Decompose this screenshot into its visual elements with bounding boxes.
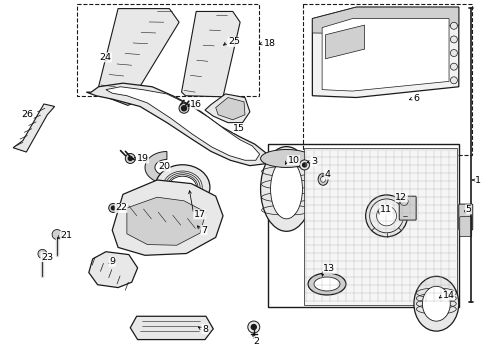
Text: 8: 8 — [202, 325, 208, 334]
Polygon shape — [130, 316, 213, 339]
Polygon shape — [312, 7, 459, 98]
Text: 15: 15 — [233, 123, 245, 132]
Polygon shape — [112, 180, 223, 255]
Circle shape — [450, 63, 457, 70]
Ellipse shape — [314, 277, 340, 291]
Text: 26: 26 — [22, 110, 33, 119]
Ellipse shape — [369, 199, 403, 233]
Polygon shape — [312, 7, 459, 34]
Text: 4: 4 — [324, 170, 330, 179]
Circle shape — [302, 163, 307, 167]
Circle shape — [248, 321, 260, 333]
FancyBboxPatch shape — [460, 217, 472, 237]
Circle shape — [111, 206, 115, 210]
Polygon shape — [216, 98, 245, 120]
Ellipse shape — [366, 195, 408, 237]
Polygon shape — [325, 25, 365, 59]
Ellipse shape — [318, 173, 328, 185]
Circle shape — [38, 249, 47, 258]
Polygon shape — [145, 152, 167, 183]
Circle shape — [128, 157, 132, 161]
Bar — [76, 4, 259, 96]
Polygon shape — [205, 94, 250, 123]
Polygon shape — [322, 19, 449, 91]
Polygon shape — [107, 85, 138, 105]
Text: 9: 9 — [109, 257, 115, 266]
Text: 1: 1 — [475, 176, 481, 185]
Ellipse shape — [155, 165, 210, 210]
Text: 3: 3 — [311, 157, 317, 166]
Text: 21: 21 — [60, 231, 73, 240]
Text: 11: 11 — [380, 205, 392, 214]
Ellipse shape — [261, 147, 313, 231]
Text: 13: 13 — [323, 265, 335, 274]
Circle shape — [125, 153, 135, 163]
Circle shape — [179, 103, 189, 113]
Polygon shape — [304, 148, 457, 305]
Polygon shape — [89, 252, 138, 288]
Polygon shape — [182, 12, 240, 97]
Ellipse shape — [270, 159, 302, 219]
Text: 12: 12 — [395, 193, 407, 202]
Text: 24: 24 — [99, 53, 112, 62]
Text: 7: 7 — [201, 226, 207, 235]
Text: 23: 23 — [41, 253, 53, 262]
Ellipse shape — [377, 206, 396, 226]
Text: 20: 20 — [158, 162, 170, 171]
Text: 5: 5 — [466, 205, 472, 214]
Text: 25: 25 — [228, 37, 240, 46]
Circle shape — [251, 325, 256, 329]
Polygon shape — [86, 83, 269, 166]
Polygon shape — [13, 104, 55, 152]
Text: 10: 10 — [288, 156, 299, 165]
Polygon shape — [127, 197, 206, 245]
Polygon shape — [106, 87, 260, 160]
Text: 6: 6 — [413, 94, 419, 103]
Circle shape — [450, 50, 457, 57]
Circle shape — [450, 77, 457, 84]
Ellipse shape — [169, 176, 196, 198]
Text: 2: 2 — [254, 337, 260, 346]
Polygon shape — [98, 9, 179, 91]
Circle shape — [109, 203, 118, 212]
Circle shape — [299, 160, 310, 170]
Bar — [303, 4, 472, 155]
FancyBboxPatch shape — [459, 204, 473, 230]
Bar — [269, 144, 459, 307]
Text: 16: 16 — [190, 100, 202, 109]
Ellipse shape — [320, 176, 325, 182]
Ellipse shape — [422, 286, 450, 321]
Text: 22: 22 — [115, 203, 127, 212]
FancyBboxPatch shape — [399, 196, 416, 220]
Text: 14: 14 — [442, 291, 455, 300]
Ellipse shape — [414, 276, 459, 331]
Ellipse shape — [261, 149, 313, 167]
Text: 17: 17 — [194, 210, 206, 219]
Circle shape — [52, 230, 62, 239]
Circle shape — [450, 22, 457, 29]
Circle shape — [450, 36, 457, 43]
Text: 18: 18 — [264, 39, 275, 48]
Ellipse shape — [308, 273, 346, 295]
Circle shape — [181, 106, 187, 111]
Text: 19: 19 — [137, 154, 148, 163]
